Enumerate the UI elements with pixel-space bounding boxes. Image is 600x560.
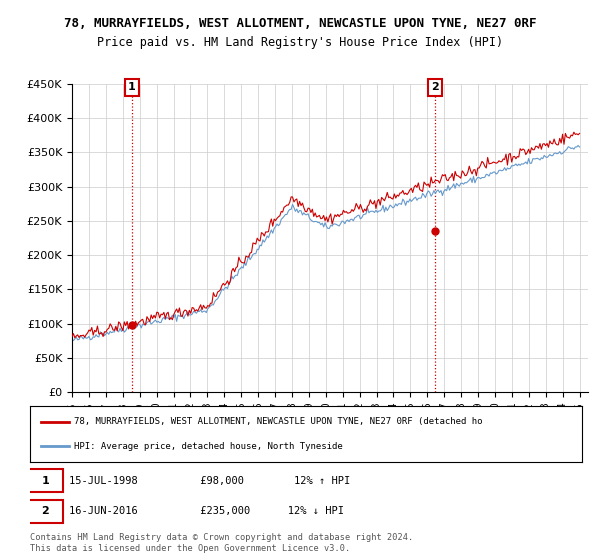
Text: 78, MURRAYFIELDS, WEST ALLOTMENT, NEWCASTLE UPON TYNE, NE27 0RF: 78, MURRAYFIELDS, WEST ALLOTMENT, NEWCAS… [64,17,536,30]
Text: 16-JUN-2016          £235,000      12% ↓ HPI: 16-JUN-2016 £235,000 12% ↓ HPI [68,506,344,516]
Text: 2: 2 [431,82,439,92]
FancyBboxPatch shape [27,500,63,524]
FancyBboxPatch shape [27,469,63,492]
Text: Price paid vs. HM Land Registry's House Price Index (HPI): Price paid vs. HM Land Registry's House … [97,36,503,49]
Text: 1: 1 [41,475,49,486]
Text: 2: 2 [41,506,49,516]
Text: Contains HM Land Registry data © Crown copyright and database right 2024.
This d: Contains HM Land Registry data © Crown c… [30,533,413,553]
Text: HPI: Average price, detached house, North Tyneside: HPI: Average price, detached house, Nort… [74,442,343,451]
Text: 78, MURRAYFIELDS, WEST ALLOTMENT, NEWCASTLE UPON TYNE, NE27 0RF (detached ho: 78, MURRAYFIELDS, WEST ALLOTMENT, NEWCAS… [74,417,482,426]
Text: 15-JUL-1998          £98,000        12% ↑ HPI: 15-JUL-1998 £98,000 12% ↑ HPI [68,475,350,486]
Text: 1: 1 [128,82,136,92]
